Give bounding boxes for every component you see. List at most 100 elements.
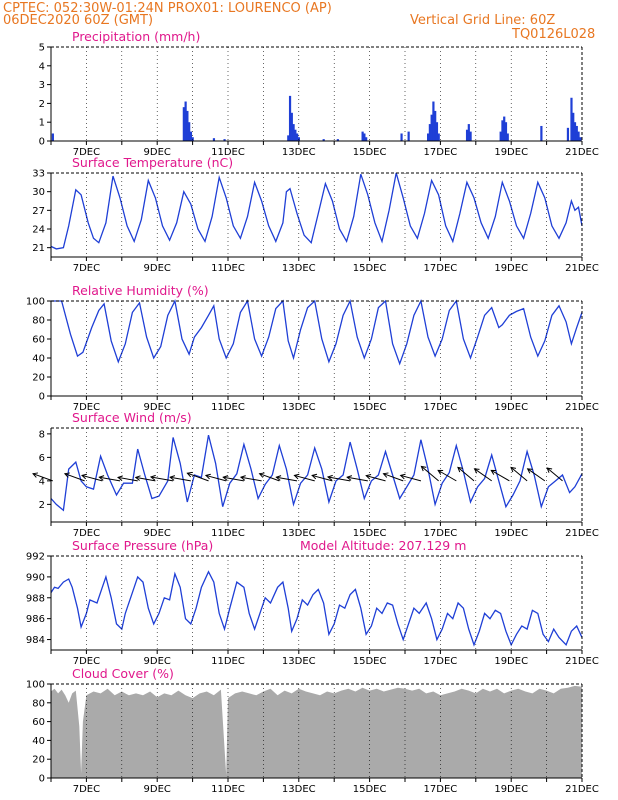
- precip-ytick-0: 0: [39, 137, 45, 148]
- rh-ytick-0: 0: [39, 392, 45, 403]
- cloud-area: [51, 685, 582, 778]
- wind-ytick-1: 4: [39, 476, 45, 487]
- cloud-xtick-3: 13DEC: [282, 784, 316, 795]
- wind-arrow-2: [81, 473, 103, 482]
- precip-bar-9: [287, 135, 290, 141]
- pressure-xtick-6: 19DEC: [494, 656, 528, 667]
- precip-bar-28: [435, 122, 439, 141]
- cloud-ytick-4: 80: [32, 698, 45, 709]
- rh-ytick-2: 40: [32, 354, 45, 365]
- precip-bar-27: [434, 110, 437, 141]
- precip-bar-12: [292, 124, 295, 141]
- wind-series-line: [50, 434, 583, 512]
- pressure-ytick-4: 992: [26, 552, 45, 563]
- wind-arrow-16: [326, 474, 351, 482]
- precip-bar-39: [566, 127, 570, 141]
- wind-arrow-22: [437, 469, 457, 482]
- rh-ytick-4: 80: [32, 316, 45, 327]
- precip-ytick-2: 2: [39, 99, 45, 110]
- temp-xtick-0: 7DEC: [73, 263, 100, 274]
- pressure-xtick-0: 7DEC: [73, 656, 100, 667]
- precip-bar-38: [540, 125, 543, 141]
- cloud-xtick-7: 21DEC: [565, 784, 599, 795]
- precip-bar-2: [184, 101, 187, 141]
- precip-bar-1: [182, 107, 185, 141]
- temp-xtick-7: 21DEC: [565, 263, 599, 274]
- rh-xtick-2: 11DEC: [211, 402, 245, 413]
- temp-xtick-1: 9DEC: [144, 263, 171, 274]
- precip-bar-34: [501, 120, 504, 141]
- wind-arrow-0: [32, 472, 53, 482]
- precip-bar-37: [506, 133, 509, 141]
- precip-xtick-7: 21DEC: [565, 147, 599, 158]
- cloud-ytick-2: 40: [32, 736, 45, 747]
- precip-bar-24: [428, 124, 431, 141]
- precip-bar-36: [504, 122, 508, 141]
- wind-arrow-3: [98, 475, 121, 482]
- cloud-title: Cloud Cover (%): [72, 666, 174, 681]
- wind-xtick-6: 19DEC: [494, 528, 528, 539]
- temp-xtick-5: 17DEC: [424, 263, 458, 274]
- pressure-xtick-7: 21DEC: [565, 656, 599, 667]
- header-line1: CPTEC: 052:30W-01:24N PROX01: LOURENCO (…: [3, 1, 332, 16]
- pressure-ytick-3: 990: [26, 572, 45, 583]
- wind-arrow-1: [63, 472, 85, 482]
- wind-arrow-8: [186, 471, 209, 482]
- cloud-xtick-1: 9DEC: [144, 784, 171, 795]
- pressure-series-line: [50, 570, 583, 647]
- rh-panel: Relative Humidity (%) 0 20 40 60 80 100 7DEC 9DE…: [26, 283, 599, 413]
- wind-arrow-9: [204, 473, 227, 482]
- rh-ytick-3: 60: [32, 335, 45, 346]
- pressure-annotation: Model Altitude: 207.129 m: [300, 538, 466, 553]
- temp-xtick-6: 19DEC: [494, 263, 528, 274]
- header-grid-note: Vertical Grid Line: 60Z: [410, 13, 556, 28]
- pressure-xtick-4: 15DEC: [353, 656, 387, 667]
- wind-xtick-4: 15DEC: [353, 528, 387, 539]
- precip-bar-19: [363, 133, 366, 141]
- temp-series-line: [50, 172, 583, 250]
- wind-arrow-28: [546, 467, 563, 482]
- rh-title: Relative Humidity (%): [72, 283, 209, 298]
- pressure-title: Surface Pressure (hPa): [72, 538, 213, 553]
- temp-title: Surface Temperature (nC): [72, 155, 233, 170]
- temp-panel: Surface Temperature (nC) 21 24 27 30 33 7DEC 9D…: [32, 155, 599, 274]
- cloud-xtick-6: 19DEC: [494, 784, 528, 795]
- temp-xtick-4: 15DEC: [353, 263, 387, 274]
- precip-bar-4: [188, 122, 191, 141]
- precip-bar-29: [437, 133, 440, 141]
- pressure-xtick-5: 17DEC: [424, 656, 458, 667]
- precip-bar-25: [430, 114, 433, 141]
- wind-arrow-23: [457, 466, 475, 482]
- wind-arrow-5: [134, 475, 156, 482]
- wind-arrow-7: [169, 475, 191, 482]
- wind-arrow-6: [149, 474, 174, 482]
- header-date: 06DEC2020 60Z (GMT): [3, 13, 154, 28]
- precip-bar-10: [288, 95, 292, 141]
- wind-arrow-17: [346, 475, 368, 482]
- precip-ytick-1: 1: [39, 118, 45, 129]
- precip-bar-44: [577, 131, 580, 141]
- precip-bar-26: [432, 101, 435, 141]
- wind-xtick-1: 9DEC: [144, 528, 171, 539]
- wind-arrow-20: [399, 473, 422, 482]
- precip-bar-20: [365, 137, 368, 141]
- wind-xtick-5: 17DEC: [424, 528, 458, 539]
- temp-ytick-2: 27: [32, 206, 45, 217]
- precip-bar-21: [400, 133, 403, 141]
- precip-bar-14: [296, 133, 299, 141]
- precip-bar-30: [465, 129, 469, 141]
- precip-bar-8: [223, 139, 226, 141]
- precip-xtick-2: 11DEC: [211, 147, 245, 158]
- rh-series-line: [51, 298, 583, 366]
- precip-bar-45: [579, 137, 582, 141]
- wind-arrow-27: [526, 468, 546, 482]
- cloud-xtick-0: 7DEC: [73, 784, 100, 795]
- wind-arrow-19: [382, 472, 404, 482]
- precip-bar-16: [322, 139, 325, 141]
- temp-ytick-1: 24: [32, 225, 45, 236]
- wind-arrow-13: [275, 475, 298, 482]
- wind-ytick-2: 6: [39, 453, 45, 464]
- temp-xtick-2: 11DEC: [211, 263, 245, 274]
- wind-arrow-24: [473, 468, 493, 482]
